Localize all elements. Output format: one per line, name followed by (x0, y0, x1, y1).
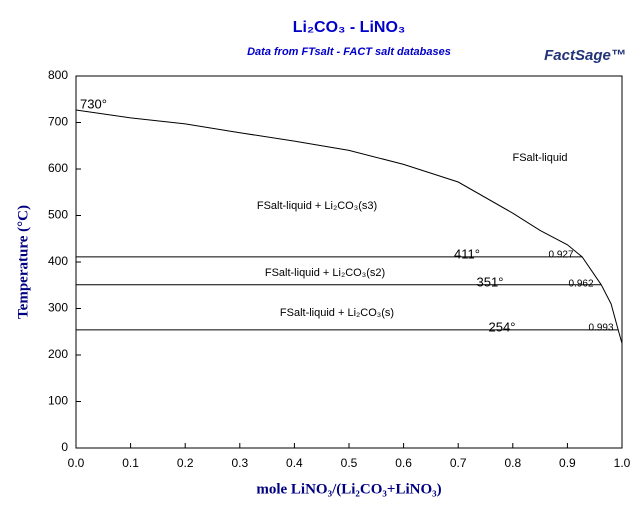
x-axis-label: mole LiNO₃/(Li₂CO₃+LiNO₃) (256, 481, 441, 497)
annotation: 0.927 (548, 250, 573, 261)
annotation: 0.993 (588, 323, 613, 334)
chart-subtitle: Data from FTsalt - FACT salt databases (247, 46, 451, 58)
annotation: 351° (477, 274, 504, 289)
x-tick-label: 0.6 (395, 456, 412, 470)
y-tick-label: 600 (48, 161, 68, 175)
y-tick-label: 500 (48, 208, 68, 222)
y-tick-label: 700 (48, 115, 68, 129)
x-tick-label: 0.1 (122, 456, 139, 470)
y-tick-label: 300 (48, 301, 68, 315)
annotation: 411° (454, 246, 480, 261)
logo: FactSage™ (544, 47, 626, 64)
y-tick-label: 800 (48, 68, 68, 82)
annotation: FSalt-liquid + Li₂CO₃(s) (280, 307, 394, 319)
x-tick-label: 0.0 (68, 456, 85, 470)
x-tick-label: 0.3 (231, 456, 248, 470)
x-tick-label: 1.0 (614, 456, 631, 470)
plot-frame (75, 75, 623, 449)
x-tick-label: 0.7 (450, 456, 467, 470)
annotation: FSalt-liquid + Li₂CO₃(s3) (257, 200, 377, 212)
x-tick-label: 0.2 (177, 456, 194, 470)
x-tick-label: 0.4 (286, 456, 303, 470)
y-tick-label: 200 (48, 347, 68, 361)
annotation: 730° (80, 96, 107, 111)
y-tick-label: 400 (48, 254, 68, 268)
annotation: FSalt-liquid + Li₂CO₃(s2) (265, 267, 385, 279)
annotation: 0.962 (568, 279, 593, 290)
x-tick-label: 0.8 (504, 456, 521, 470)
x-tick-label: 0.9 (559, 456, 576, 470)
phase-boundary (75, 109, 623, 344)
annotation: 254° (489, 319, 516, 334)
y-axis-label: Temperature (°C) (15, 205, 31, 319)
chart-title: Li₂CO₃ - LiNO₃ (293, 19, 406, 36)
x-tick-label: 0.5 (341, 456, 358, 470)
y-tick-label: 100 (48, 394, 68, 408)
y-tick-label: 0 (61, 440, 68, 454)
annotation: FSalt-liquid (512, 152, 567, 164)
